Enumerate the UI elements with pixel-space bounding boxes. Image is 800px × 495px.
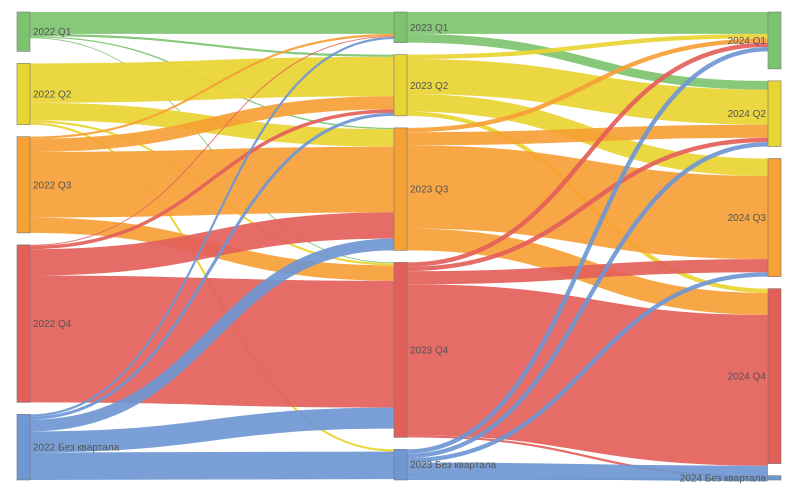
flow-2022q4-2023q3: [29, 212, 395, 276]
flow-2023q4-2024q4: [406, 284, 769, 466]
node-label-2022q2: 2022 Q2: [33, 90, 72, 101]
node-label-2023q2: 2023 Q2: [410, 81, 449, 92]
flow-2023none-2024q3: [406, 272, 769, 463]
flow-2023q4-2024q2: [406, 137, 769, 272]
node-2022q3[interactable]: [16, 136, 31, 234]
flow-2022q4-2023q1: [29, 36, 395, 246]
node-label-2024q1: 2024 Q1: [728, 36, 767, 47]
flow-2023q4-2024q1: [406, 42, 769, 267]
flow-2023q4-2024q3: [406, 259, 769, 285]
flow-2023q2-2024q1: [406, 33, 769, 59]
node-label-2023none: 2023 Без квартала: [410, 460, 497, 471]
labels-layer: 2022 Q1 2022 Q2 2022 Q3 2022 Q4 2022 Без ква…: [33, 23, 766, 485]
node-label-2024q2: 2024 Q2: [728, 109, 767, 120]
flow-2023none-2024q1: [406, 47, 769, 454]
node-label-2023q4: 2023 Q4: [410, 345, 449, 356]
node-label-2023q1: 2023 Q1: [410, 23, 449, 34]
flow-2022q2-2023q2: [29, 56, 395, 103]
node-2024none[interactable]: [767, 475, 782, 481]
links-layer: [29, 11, 769, 482]
node-2023q3[interactable]: [393, 127, 408, 251]
node-2022q1[interactable]: [16, 11, 31, 52]
node-2023q2[interactable]: [393, 54, 408, 117]
flow-2022none-2023q1: [29, 36, 395, 417]
node-2022q2[interactable]: [16, 63, 31, 125]
flow-2022none-2023none: [29, 451, 395, 481]
node-label-2024none: 2024 Без квартала: [680, 473, 767, 484]
flow-2023none-2024q2: [406, 142, 769, 459]
node-2024q1[interactable]: [767, 11, 782, 70]
node-label-2022none: 2022 Без квартала: [33, 443, 120, 454]
node-2022q4[interactable]: [16, 244, 31, 403]
flow-2022q3-2023q2: [29, 96, 395, 152]
node-label-2023q3: 2023 Q3: [410, 185, 449, 196]
node-2023q4[interactable]: [393, 262, 408, 438]
node-label-2022q1: 2022 Q1: [33, 27, 72, 38]
node-2024q2[interactable]: [767, 80, 782, 147]
node-2022none[interactable]: [16, 414, 31, 481]
flow-2022none-2023q2: [29, 112, 395, 420]
node-label-2024q3: 2024 Q3: [728, 213, 767, 224]
flow-2022q3-2023q1: [29, 33, 395, 139]
node-2024q4[interactable]: [767, 288, 782, 464]
node-label-2022q4: 2022 Q4: [33, 319, 72, 330]
node-2024q3[interactable]: [767, 158, 782, 277]
node-2023q1[interactable]: [393, 11, 408, 43]
flow-2022q4-2023q2: [29, 109, 395, 250]
flow-2022q3-2023q3: [29, 146, 395, 218]
nodes-layer: [16, 11, 782, 481]
flow-2023q2-2024q2: [406, 59, 769, 125]
flow-2023q1-2024q2: [406, 33, 769, 90]
node-label-2022q3: 2022 Q3: [33, 180, 72, 191]
flow-2023none-2024q4: [406, 462, 769, 482]
flow-2023q3-2024q2: [406, 124, 769, 146]
node-label-2024q4: 2024 Q4: [728, 372, 767, 383]
flow-2023q3-2024q1: [406, 38, 769, 133]
flow-2022none-2023q4: [29, 407, 395, 453]
flow-2022q1-2023q2: [29, 33, 395, 57]
flow-2022none-2023q3: [29, 238, 395, 432]
node-2023none[interactable]: [393, 449, 408, 481]
